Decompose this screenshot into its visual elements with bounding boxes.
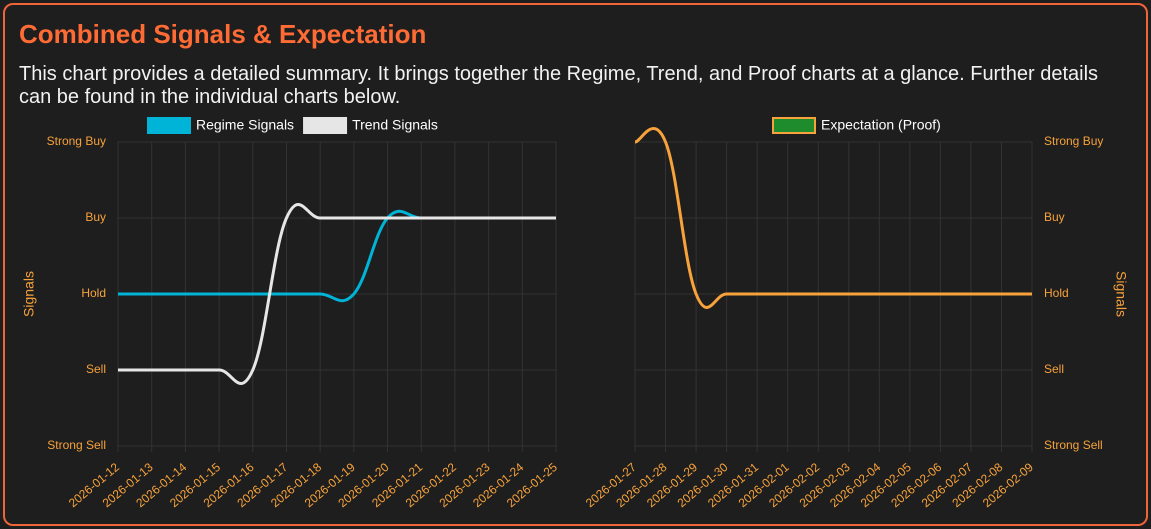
series-line (117, 209, 556, 303)
y-tick-label: Sell (86, 362, 106, 376)
legend-label: Expectation (Proof) (821, 117, 941, 133)
y-axis-title: Signals (1113, 271, 1129, 317)
y-tick-label: Strong Sell (47, 438, 106, 452)
page-title: Combined Signals & Expectation (19, 19, 427, 49)
legend-label: Trend Signals (352, 117, 438, 133)
y-tick-label: Strong Sell (1044, 438, 1103, 452)
series-line (117, 203, 556, 385)
y-tick-label: Hold (81, 286, 106, 300)
legend-label: Regime Signals (196, 117, 294, 133)
legend-swatch (147, 117, 191, 134)
series-line (634, 127, 1032, 310)
y-axis-title: Signals (21, 271, 37, 317)
y-tick-label: Sell (1044, 362, 1064, 376)
legend-swatch (772, 117, 816, 134)
y-tick-label: Buy (1044, 210, 1065, 224)
description: This chart provides a detailed summary. … (19, 63, 1099, 108)
card-border (3, 3, 1148, 526)
y-tick-label: Strong Buy (1044, 134, 1103, 148)
y-tick-label: Hold (1044, 286, 1069, 300)
y-tick-label: Buy (85, 210, 106, 224)
y-tick-label: Strong Buy (47, 134, 106, 148)
legend-swatch (303, 117, 348, 134)
